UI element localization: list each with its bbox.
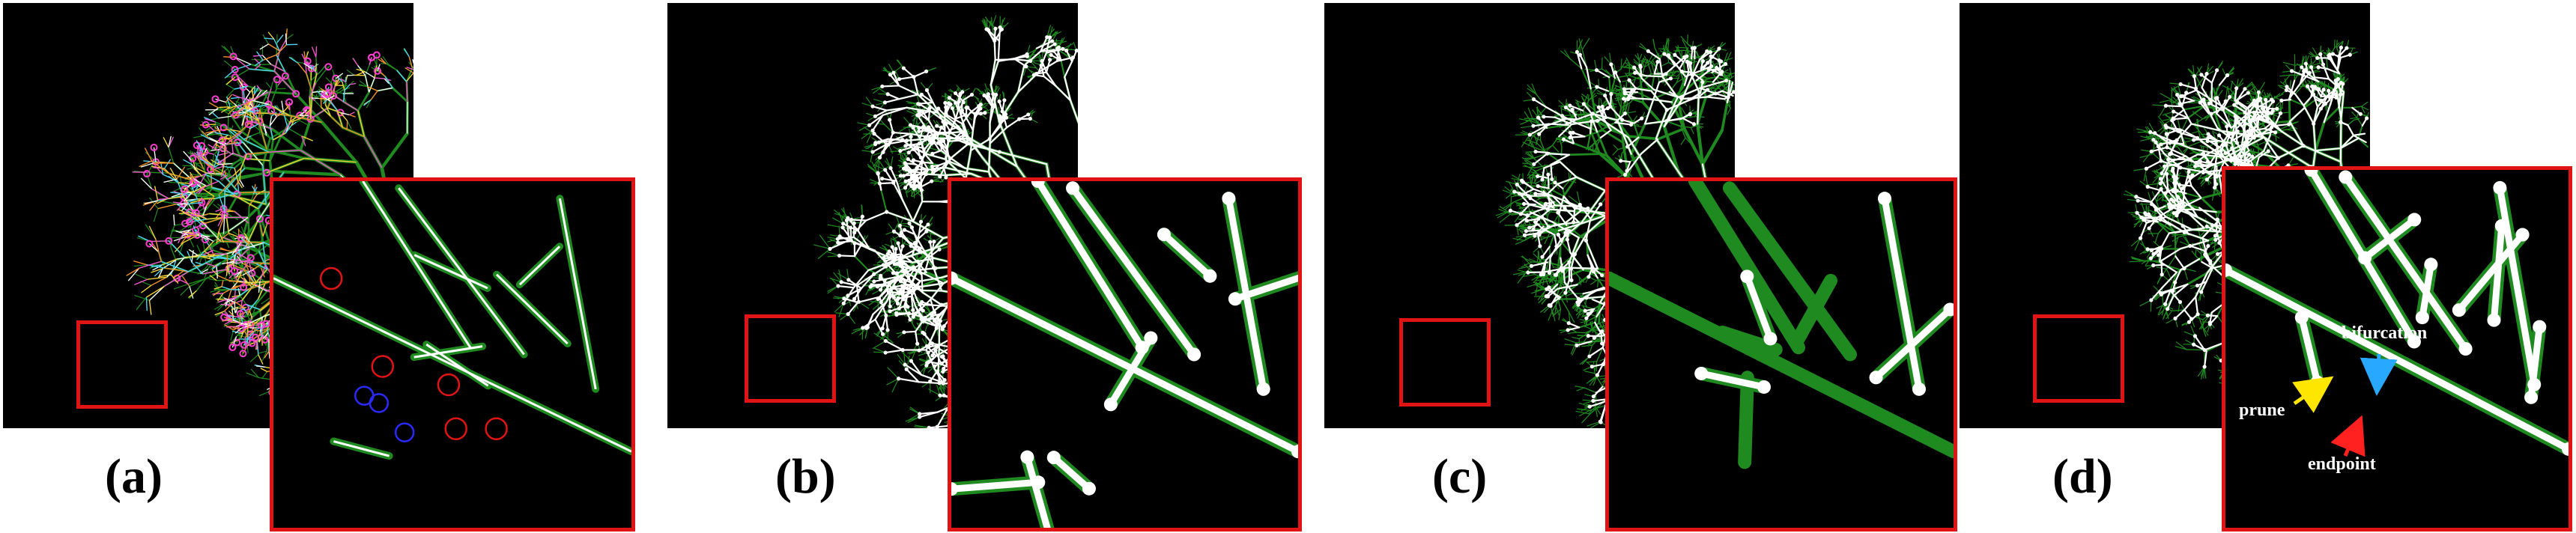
panel-d-caption: (d) <box>2052 449 2113 504</box>
panel-c-roi-box <box>1399 318 1491 406</box>
panel-a-caption: (a) <box>105 449 163 504</box>
panel-d-annotation-arrows <box>2292 353 2398 457</box>
panel-d-zoom-inset: bifurcation prune endpoint <box>2222 166 2572 532</box>
panel-d-roi-box <box>2033 314 2124 403</box>
bifurcation-label: bifurcation <box>2342 323 2428 343</box>
panel-a-zoom-detail <box>273 181 631 460</box>
panel-c-zoom-detail <box>1609 181 1954 469</box>
panel-b-caption: (b) <box>775 449 836 504</box>
endpoint-arrow <box>2330 415 2366 457</box>
endpoint-label: endpoint <box>2308 454 2376 474</box>
panel-b-zoom-inset <box>948 177 1302 532</box>
prune-arrow <box>2292 376 2334 413</box>
panel-a-roi-box <box>76 320 168 409</box>
prune-label: prune <box>2239 400 2285 420</box>
panel-b-zoom-detail <box>951 181 1298 528</box>
panel-b-roi-box <box>745 314 836 403</box>
panel-c-caption: (c) <box>1432 449 1488 504</box>
panel-c-zoom-inset <box>1605 177 1957 532</box>
panel-a-zoom-inset <box>270 177 635 532</box>
bifurcation-arrow <box>2360 353 2398 396</box>
